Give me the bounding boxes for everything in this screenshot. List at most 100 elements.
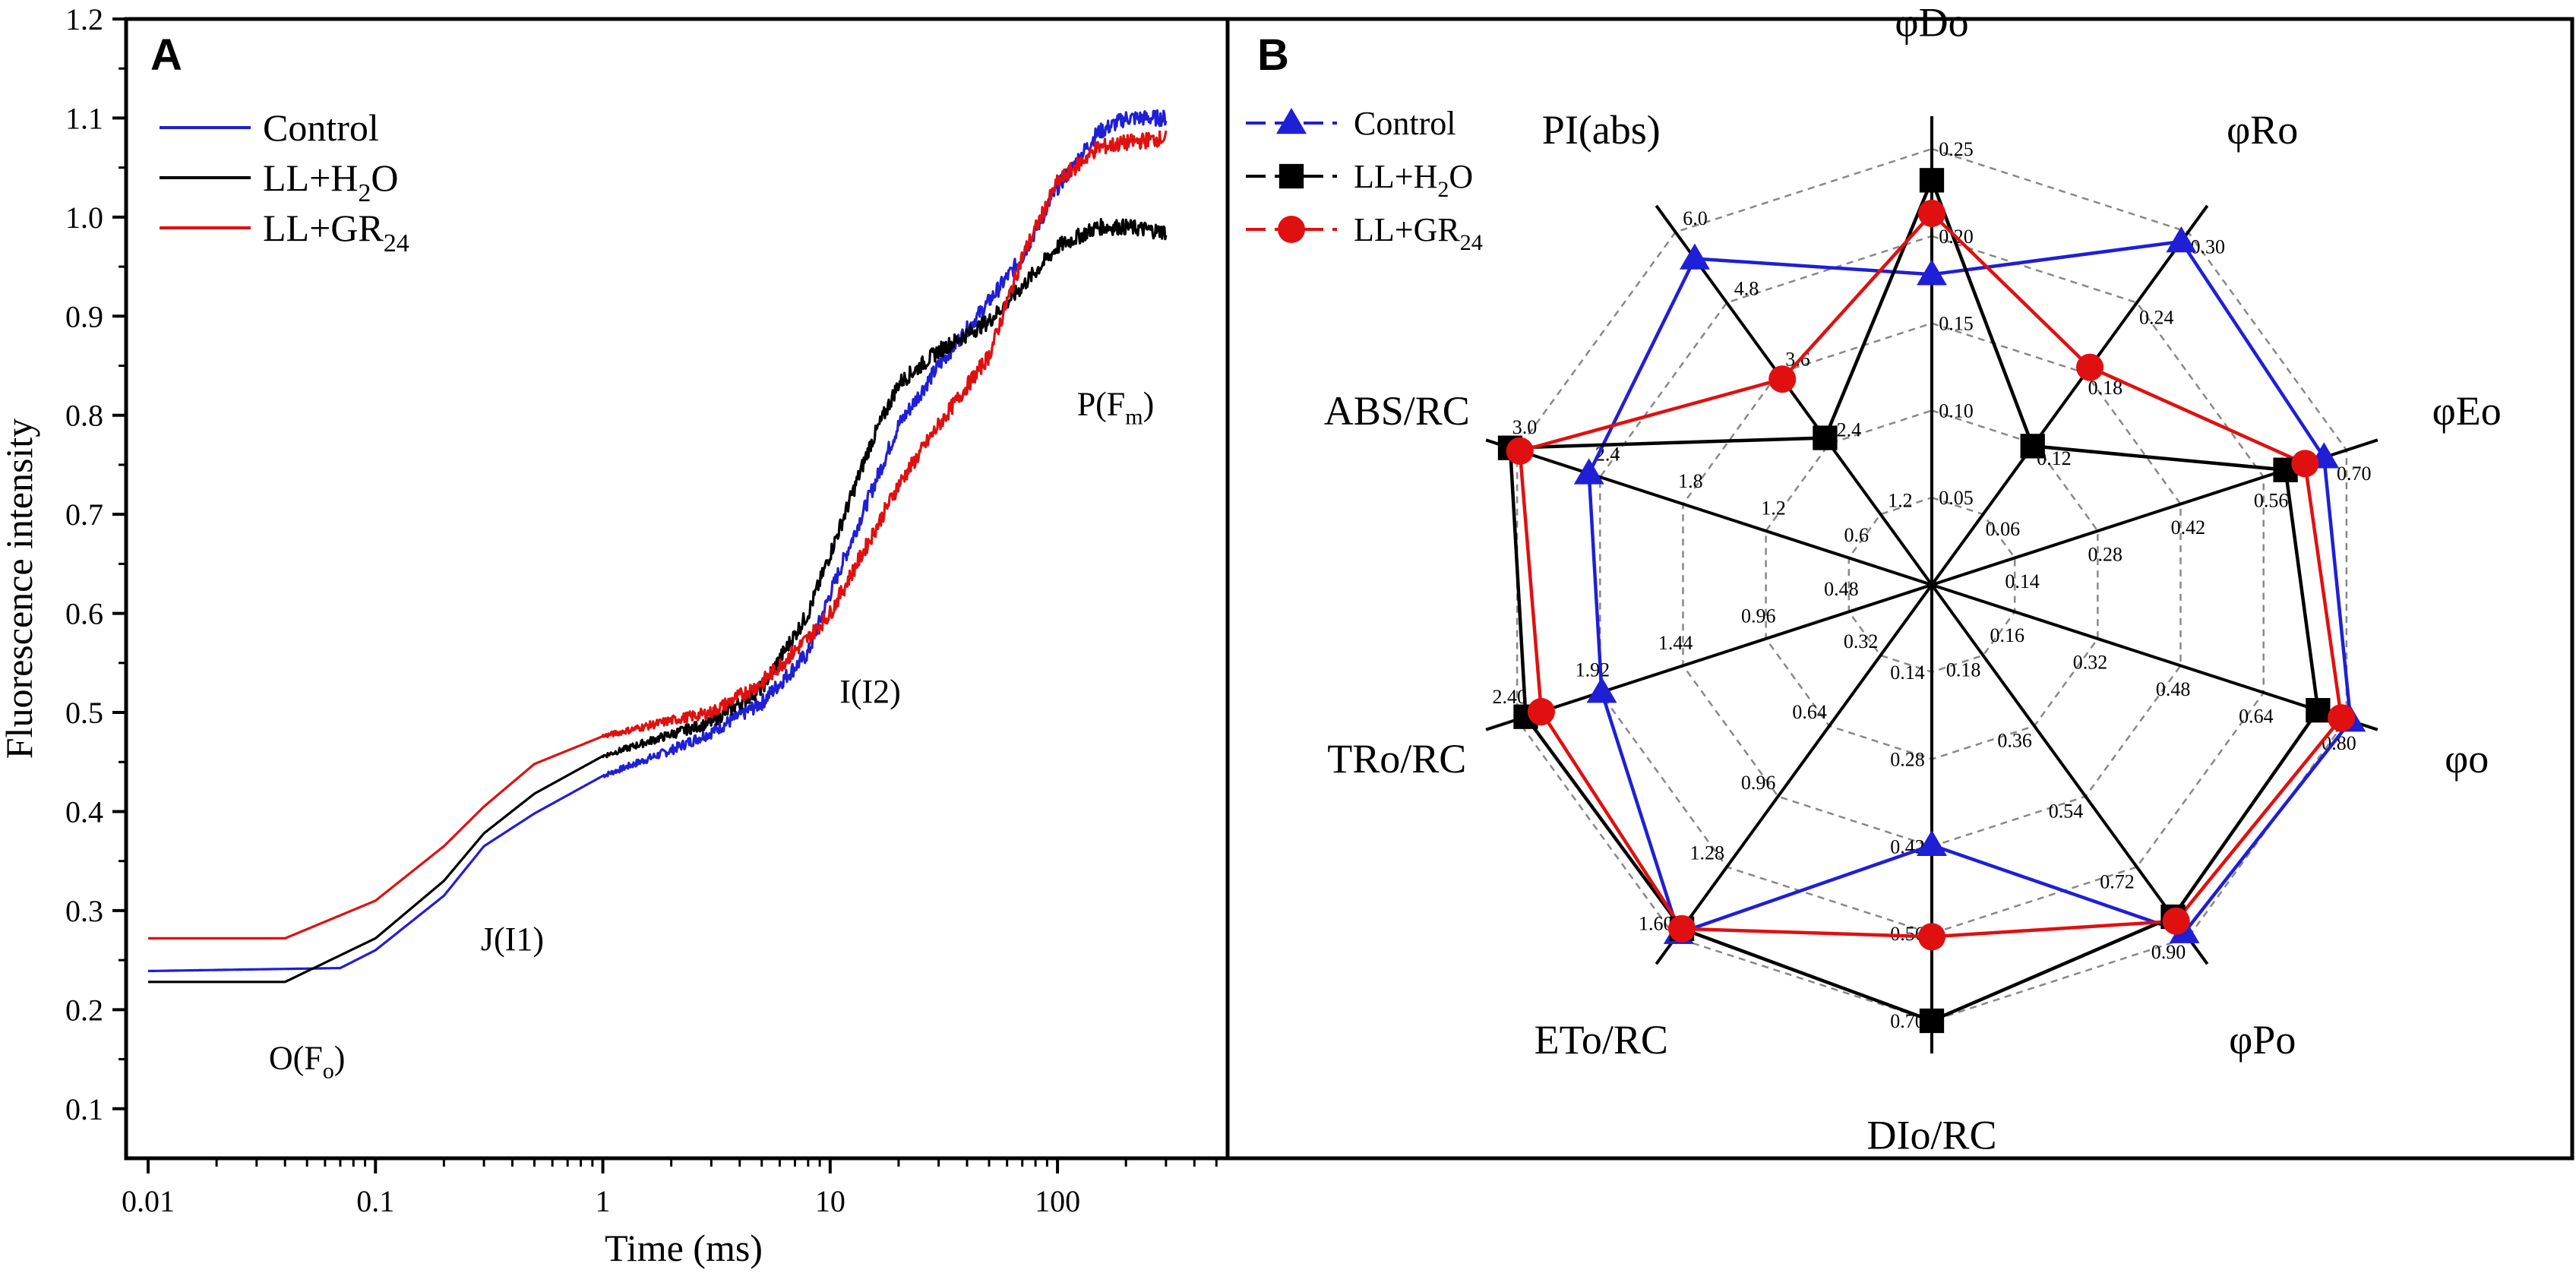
radar-point-ll-h2o	[2306, 698, 2331, 723]
radar-tick-label: 0.14	[1890, 662, 1925, 684]
panel-a-ylabel: Fluorescence intensity	[0, 418, 40, 760]
radar-tick-label: 0.06	[1986, 518, 2021, 540]
radar-point-ll-gr24	[2076, 353, 2104, 381]
radar-tick-label: 0.64	[2239, 705, 2274, 727]
radar-axis-label-phi-do: φDo	[1895, 0, 1968, 46]
radar-tick-label: 0.48	[2156, 678, 2191, 700]
radar-point-control	[1573, 458, 1604, 485]
radar-tick-label: 0.90	[2151, 941, 2186, 963]
legend-marker-control	[1276, 108, 1307, 134]
radar-axis-label-tro-rc: TRo/RC	[1327, 736, 1466, 782]
x-tick-label: 1	[596, 1184, 611, 1218]
legend-label-control: Control	[263, 106, 379, 149]
y-tick-label: 1.0	[65, 201, 103, 235]
radar-point-ll-gr24	[1768, 365, 1797, 393]
y-tick-label: 1.2	[65, 2, 103, 36]
radar-axis-phi-o	[1931, 583, 2378, 731]
radar-point-control	[1917, 829, 1947, 857]
radar-point-ll-gr24	[2291, 450, 2319, 478]
y-tick-label: 0.6	[65, 597, 103, 631]
radar-tick-label: 0.56	[2254, 490, 2289, 512]
panel-b-letter: B	[1257, 30, 1289, 80]
radar-tick-label: 0.15	[1939, 313, 1974, 335]
radar-point-ll-h2o	[1919, 168, 1945, 193]
x-tick-label: 0.1	[356, 1184, 394, 1218]
radar-tick-label: 0.36	[1997, 730, 2032, 752]
radar-axis-label-dio-rc: DIo/RC	[1866, 1112, 1996, 1158]
radar-tick-label: 4.8	[1734, 278, 1759, 300]
legend-label-control: Control	[1354, 105, 1456, 142]
radar-axis-phi-po	[1930, 583, 2209, 965]
radar-axis-label-eto-rc: ETo/RC	[1535, 1017, 1668, 1063]
legend-marker-ll-gr24	[1277, 215, 1306, 244]
radar-tick-label: 0.96	[1741, 605, 1776, 627]
radar-tick-label: 3.0	[1512, 416, 1538, 438]
annotation-p-fm: P(Fm)	[1077, 386, 1155, 430]
panel-a-xlabel: Time (ms)	[605, 1227, 763, 1269]
panel-b-radar-series	[1497, 168, 2366, 1034]
radar-tick-label: 0.6	[1844, 524, 1869, 546]
annotation-close: )	[1143, 386, 1155, 423]
radar-tick-label: 0.18	[1946, 659, 1981, 681]
legend-rest: O	[371, 156, 398, 199]
radar-axis-label-phi-eo: φEo	[2432, 388, 2502, 434]
radar-tick-label: 0.28	[2088, 543, 2123, 565]
radar-axis-phi-ro	[1930, 204, 2209, 586]
radar-point-ll-h2o	[2020, 434, 2045, 459]
radar-point-ll-h2o	[1813, 425, 1838, 450]
x-tick-label: 100	[1035, 1184, 1080, 1218]
radar-tick-label: 0.42	[2171, 516, 2206, 539]
radar-axis-abs-rc	[1485, 438, 1933, 586]
panel-a-ticks: 0.1 0.2 0.3 0.4 0.5 0.6 0.7 0.8 0.9 1.0 1.1 1.2 0.01…	[65, 2, 1218, 1218]
y-tick-label: 0.7	[65, 497, 103, 532]
radar-axis-label-pi-abs: PI(abs)	[1542, 107, 1661, 153]
y-tick-label: 0.3	[65, 894, 103, 928]
curve-control	[147, 109, 1168, 973]
radar-tick-label: 0.28	[1890, 749, 1925, 771]
panel-b-frame	[1225, 17, 2574, 1161]
radar-tick-label: 1.44	[1658, 632, 1693, 654]
x-tick-label: 0.01	[122, 1184, 175, 1218]
radar-tick-label: 1.8	[1678, 470, 1703, 492]
radar-tick-label: 2.40	[1492, 686, 1527, 708]
annotation-subscript: m	[1125, 405, 1143, 430]
radar-tick-label: 0.16	[1990, 624, 2025, 646]
curve-ll-gr24	[147, 130, 1168, 940]
radar-point-ll-gr24	[1667, 914, 1696, 943]
radar-point-ll-gr24	[1917, 923, 1946, 951]
legend-subscript: 2	[358, 179, 371, 207]
radar-tick-label: 0.14	[2005, 570, 2040, 592]
radar-axis-eto-rc	[1655, 583, 1933, 965]
x-tick-label: 10	[815, 1184, 845, 1218]
annotation-i-i2: I(I2)	[839, 673, 901, 710]
legend-rest: O	[1449, 158, 1473, 195]
radar-axis-label-abs-rc: ABS/RC	[1324, 388, 1470, 434]
curve-ll-h2o	[147, 218, 1168, 984]
radar-axis-tro-rc	[1485, 583, 1933, 731]
y-tick-label: 0.9	[65, 299, 103, 333]
legend-subscript: 24	[1460, 230, 1483, 255]
radar-point-ll-gr24	[2328, 704, 2356, 732]
legend-label-ll-h2o: LL+H2O	[1354, 158, 1473, 202]
radar-axis-label-phi-po: φPo	[2229, 1017, 2296, 1063]
radar-tick-label: 0.64	[1792, 701, 1827, 723]
radar-tick-label: 0.70	[1890, 1010, 1925, 1032]
radar-ring	[1599, 235, 2265, 935]
y-tick-label: 0.8	[65, 399, 103, 433]
legend-subscript: 24	[384, 229, 409, 257]
radar-tick-label: 1.2	[1888, 489, 1913, 511]
radar-tick-label: 0.72	[2100, 870, 2135, 892]
radar-tick-label: 0.05	[1939, 487, 1974, 509]
annotation-close: )	[334, 1040, 346, 1077]
radar-tick-label: 1.60	[1639, 913, 1674, 935]
radar-tick-label: 0.48	[1824, 578, 1859, 600]
annotation-j-i1: J(I1)	[481, 921, 544, 958]
panel-b-radar-grid: 0.050.100.150.200.25φDo0.060.120.180.240…	[1324, 0, 2502, 1158]
radar-point-control	[2166, 226, 2197, 253]
radar-point-control	[1679, 243, 1710, 270]
radar-tick-label: 1.28	[1689, 842, 1724, 864]
radar-axis-label-phi-o: φo	[2445, 736, 2489, 782]
